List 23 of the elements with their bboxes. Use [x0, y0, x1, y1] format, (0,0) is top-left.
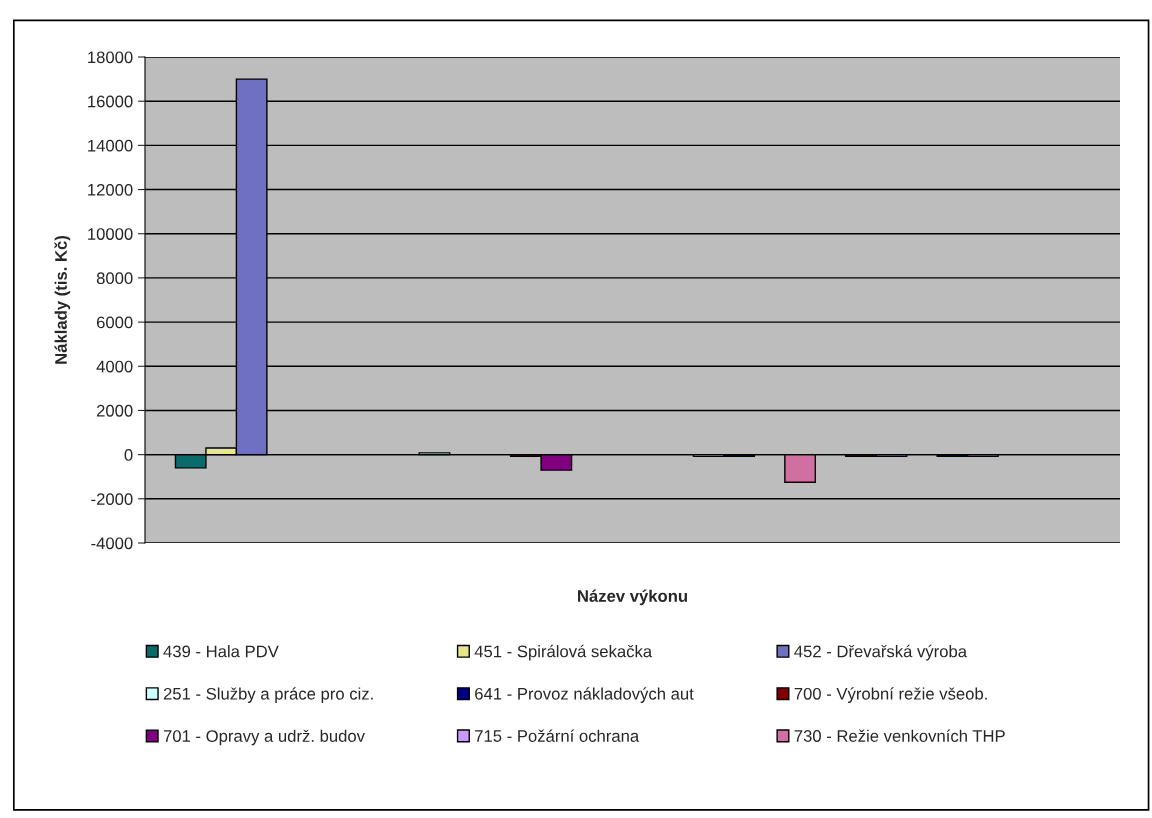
y-tick-label: 14000: [88, 139, 133, 152]
y-tick-label: 16000: [88, 95, 133, 108]
x-axis-title: Název výkonu: [578, 589, 687, 606]
legend-label: 452 - Dřevařská výroba: [794, 644, 968, 661]
legend-label: 641 - Provoz nákladových aut: [475, 687, 694, 703]
y-tick-label: 12000: [88, 183, 133, 196]
y-tick-label: 18000: [88, 51, 133, 64]
y-tick-label: 10000: [88, 228, 133, 240]
y-tick-label: 8000: [96, 272, 133, 285]
y-tick-label: 2000: [96, 404, 133, 417]
y-tick-label: -4000: [91, 537, 133, 550]
legend-label: 251 - Služby a práce pro ciz.: [163, 687, 373, 703]
legend-label: 701 - Opravy a udrž. budov: [163, 729, 365, 746]
legend-label: 451 - Spirálová sekačka: [474, 644, 653, 661]
legend-label: 439 - Hala PDV: [163, 645, 279, 658]
y-tick-label: -2000: [91, 493, 133, 506]
legend-label: 715 - Požární ochrana: [475, 729, 640, 742]
y-tick-label: 6000: [96, 316, 133, 329]
y-tick-label: 4000: [96, 360, 133, 373]
y-axis-title: Náklady (tis. Kč): [54, 235, 71, 364]
y-tick-label: 0: [124, 449, 133, 461]
legend-label: 700 - Výrobní režie všeob.: [794, 687, 987, 703]
legend-label: 730 - Režie venkovních THP: [794, 729, 1005, 742]
